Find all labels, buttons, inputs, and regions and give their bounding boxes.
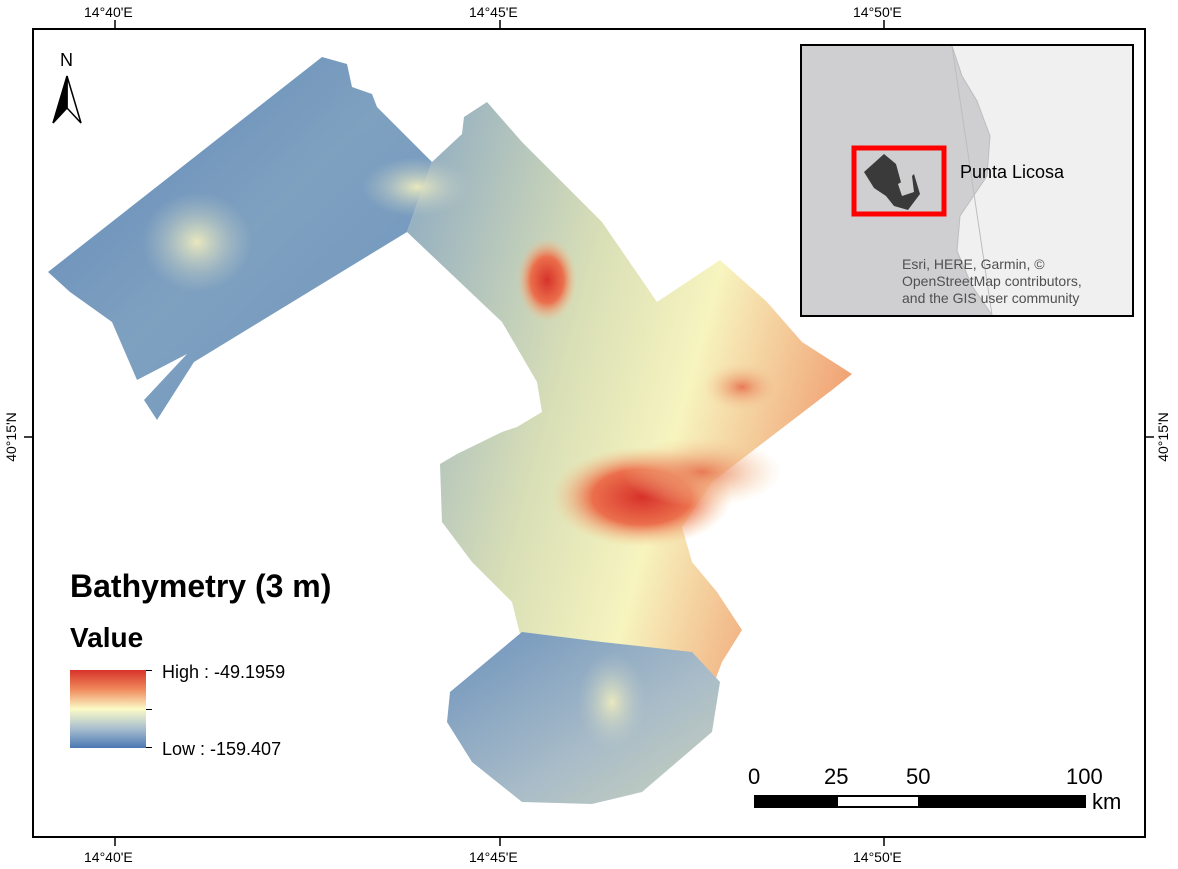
lon-label-top-1: 14°40'E [84, 4, 133, 20]
credits-line-1: Esri, HERE, Garmin, © [902, 256, 1045, 272]
lon-label-bottom-3: 14°50'E [853, 849, 902, 865]
inset-place-label: Punta Licosa [960, 162, 1065, 182]
credits-line-2: OpenStreetMap contributors, [902, 273, 1082, 289]
inset-credits: Esri, HERE, Garmin, © OpenStreetMap cont… [902, 256, 1082, 307]
inset-survey-footprint [864, 154, 920, 210]
legend-subtitle: Value [70, 622, 144, 653]
legend-tick-high [146, 670, 152, 671]
inset-extent-box [851, 145, 947, 217]
legend-title: Bathymetry (3 m) [70, 568, 332, 604]
legend-low-label: Low : -159.407 [162, 739, 282, 759]
north-arrow-icon [52, 75, 82, 124]
lon-label-bottom-2: 14°45'E [469, 849, 518, 865]
scale-label-0: 0 [748, 764, 761, 789]
lon-label-top-2: 14°45'E [469, 4, 518, 20]
scale-segment-2 [836, 795, 920, 808]
bathymetry-raster [48, 57, 852, 804]
scale-label-100: 100 [1066, 764, 1103, 789]
lon-label-bottom-1: 14°40'E [84, 849, 133, 865]
scale-label-50: 50 [906, 764, 931, 789]
scale-label-25: 25 [824, 764, 849, 789]
scale-unit: km [1092, 789, 1122, 814]
inset-locator-map[interactable]: Punta Licosa Esri, HERE, Garmin, © OpenS… [800, 44, 1134, 317]
legend-tick-mid [146, 709, 152, 710]
scale-segment-1 [754, 795, 838, 808]
credits-line-3: and the GIS user community [902, 290, 1080, 306]
north-arrow-label: N [60, 50, 73, 70]
legend-color-ramp [70, 670, 146, 748]
legend-tick-low [146, 747, 152, 748]
inset-basemap [851, 46, 1132, 315]
scale-segment-3 [918, 795, 1086, 808]
legend-high-label: High : -49.1959 [162, 662, 286, 682]
lon-label-top-3: 14°50'E [853, 4, 902, 20]
